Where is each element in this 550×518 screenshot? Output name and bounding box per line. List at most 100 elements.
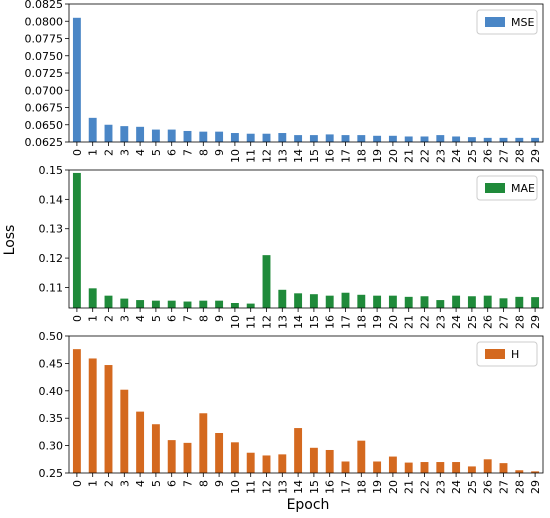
bar-h — [309, 447, 318, 473]
plot-frame — [68, 3, 544, 143]
x-tick-label: 18 — [355, 480, 368, 494]
bar-mae — [230, 303, 239, 308]
x-tick-label: 27 — [498, 315, 511, 329]
x-tick-label: 20 — [387, 315, 400, 329]
x-tick-label: 10 — [229, 149, 242, 163]
x-tick-label: 23 — [434, 315, 447, 329]
x-tick-label: 5 — [150, 315, 163, 322]
bar-mae — [357, 294, 366, 308]
y-tick-label: 0.11 — [39, 281, 64, 294]
x-tick-label: 28 — [513, 480, 526, 494]
bar-mse — [104, 124, 113, 142]
x-tick-label: 3 — [118, 480, 131, 487]
bar-h — [88, 358, 97, 473]
bar-mae — [373, 295, 382, 308]
bar-h — [72, 349, 81, 473]
bar-mae — [420, 296, 429, 308]
y-tick-label: 0.25 — [39, 467, 64, 480]
bar-mae — [467, 296, 476, 308]
y-tick-label: 0.0775 — [25, 33, 64, 46]
legend-box — [476, 175, 538, 201]
bar-mse — [499, 137, 508, 142]
x-tick-label: 3 — [118, 315, 131, 322]
legend-swatch — [485, 17, 505, 27]
x-tick-label: 5 — [150, 149, 163, 156]
y-tick-label: 0.0725 — [25, 67, 64, 80]
x-tick-label: 22 — [419, 480, 432, 494]
bar-mae — [452, 295, 461, 308]
bar-mse — [404, 136, 413, 142]
y-tick-label: 0.0800 — [25, 15, 64, 28]
x-tick-label: 15 — [308, 149, 321, 163]
x-tick-label: 29 — [529, 149, 542, 163]
x-tick-label: 2 — [103, 480, 116, 487]
x-tick-label: 20 — [387, 149, 400, 163]
bar-mae — [88, 288, 97, 308]
x-tick-label: 13 — [276, 480, 289, 494]
bar-mse — [88, 117, 97, 142]
legend-swatch — [485, 183, 505, 193]
x-tick-label: 9 — [213, 149, 226, 156]
x-tick-label: 25 — [466, 480, 479, 494]
bar-h — [104, 365, 113, 473]
bar-mse — [436, 135, 445, 142]
x-tick-label: 27 — [498, 480, 511, 494]
x-tick-label: 25 — [466, 315, 479, 329]
x-tick-label: 24 — [450, 480, 463, 494]
bar-mse — [199, 131, 208, 142]
bar-h — [167, 440, 176, 473]
x-tick-label: 6 — [166, 149, 179, 156]
bar-mse — [357, 135, 366, 142]
bar-mae — [136, 300, 145, 308]
bar-h — [388, 456, 397, 473]
bar-mae — [388, 295, 397, 308]
bar-h — [341, 461, 350, 473]
panel-mae: 0.110.120.130.140.150 1 2 3 4 5 6 7 8 9 10 11 12 13 14… — [39, 164, 544, 329]
x-tick-label: 2 — [103, 315, 116, 322]
x-tick-label: 26 — [482, 480, 495, 494]
bar-mse — [531, 137, 540, 142]
x-tick-label: 18 — [355, 315, 368, 329]
bar-mae — [167, 300, 176, 308]
bar-h — [246, 452, 255, 473]
legend-label: H — [511, 348, 519, 361]
bar-mae — [104, 295, 113, 308]
bar-mse — [515, 137, 524, 142]
bar-mse — [136, 126, 145, 142]
legend-box — [476, 341, 538, 367]
x-tick-label: 1 — [87, 149, 100, 156]
bar-mse — [262, 133, 271, 142]
x-tick-label: 20 — [387, 480, 400, 494]
x-tick-label: 8 — [197, 149, 210, 156]
y-tick-label: 0.14 — [39, 193, 64, 206]
x-tick-label: 25 — [466, 149, 479, 163]
x-tick-label: 23 — [434, 480, 447, 494]
bar-h — [136, 411, 145, 473]
bar-mse — [467, 137, 476, 142]
y-tick-label: 0.30 — [39, 440, 64, 453]
bar-mse — [120, 126, 129, 142]
bar-mse — [215, 131, 224, 142]
y-tick-label: 0.40 — [39, 385, 64, 398]
x-tick-label: 12 — [261, 315, 274, 329]
chart-panels: 0.0625 0.0650 0.0675 0.0700 0.0725 0.0750 0.07… — [25, 0, 544, 494]
x-tick-label: 1 — [87, 315, 100, 322]
bar-h — [467, 466, 476, 473]
y-tick-label: 0.15 — [39, 164, 64, 177]
y-tick-label: 0.13 — [39, 223, 64, 236]
y-axis-label: Loss — [2, 225, 18, 256]
bar-mae — [531, 297, 540, 308]
x-tick-label: 17 — [340, 480, 353, 494]
legend-swatch — [485, 349, 505, 359]
bar-mae — [309, 294, 318, 308]
x-tick-label: 6 — [166, 315, 179, 322]
y-tick-label: 0.0750 — [25, 50, 64, 63]
bar-h — [531, 471, 540, 473]
x-tick-label: 26 — [482, 315, 495, 329]
bar-mae — [215, 300, 224, 308]
bar-h — [151, 424, 160, 473]
x-tick-label: 15 — [308, 480, 321, 494]
bar-h — [357, 440, 366, 473]
bar-h — [420, 462, 429, 473]
bar-mse — [388, 135, 397, 142]
